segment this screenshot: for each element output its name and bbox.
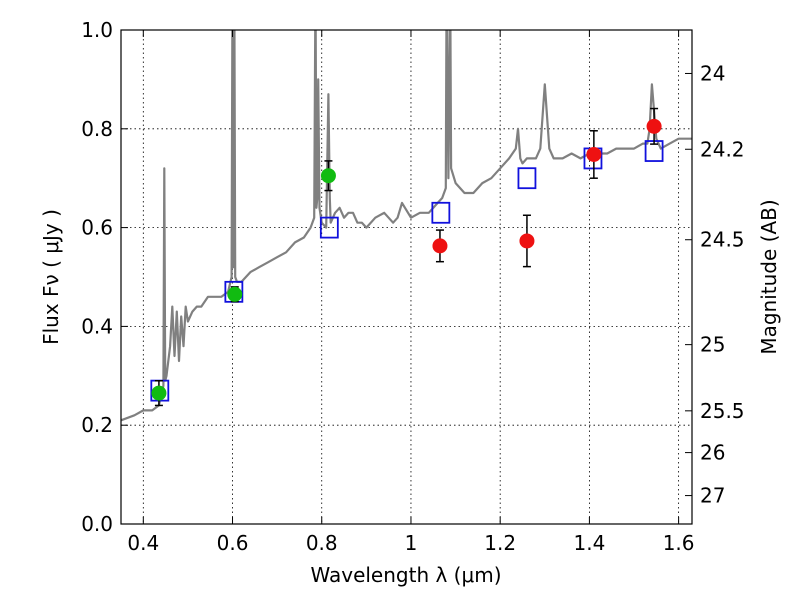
y-tick-label: 0.4 [81,314,113,338]
grid [121,29,692,525]
x-tick-label: 0.8 [306,531,338,555]
y2-tick-label: 24.2 [700,137,745,161]
markers [150,107,664,407]
y2-tick-label: 24.5 [700,228,745,252]
ticks: 0.4 0.6 0.8 1 1.2 1.4 1.6 0.0 0.2 0.4 0.6 0.8 1.0 24 2… [81,18,744,555]
y2-tick-label: 25.5 [700,399,745,423]
y-tick-label: 0.2 [81,413,113,437]
spectrum-line [121,30,692,422]
y2-axis-label: Magnitude (AB) [757,199,781,354]
x-tick-label: 1.4 [573,531,605,555]
x-tick-label: 1.2 [484,531,516,555]
y-tick-label: 0.6 [81,216,113,240]
red-point [646,118,662,134]
y-axis-label: Flux Fν ( μJy ) [39,209,63,345]
x-tick-label: 1 [405,531,418,555]
y-tick-label: 1.0 [81,18,113,42]
x-tick-label: 0.6 [217,531,249,555]
red-point [519,233,535,249]
x-tick-label: 1.6 [663,531,695,555]
y-tick-label: 0.8 [81,117,113,141]
plot-area [121,30,692,422]
x-tick-label: 0.4 [127,531,159,555]
y2-tick-label: 27 [700,484,725,508]
green-point [227,286,243,302]
green-point [320,168,336,184]
y2-tick-label: 26 [700,441,725,465]
model-flux-box [319,216,339,239]
plot-frame [120,29,693,525]
y2-tick-label: 25 [700,333,725,357]
x-axis-label: Wavelength λ (μm) [310,563,501,587]
y-tick-label: 0.0 [81,512,113,536]
y2-tick-label: 24 [700,61,725,85]
model-flux-box [517,167,537,190]
red-point [586,146,602,162]
red-point [432,238,448,254]
green-point [151,385,167,401]
model-flux-box [431,201,451,224]
